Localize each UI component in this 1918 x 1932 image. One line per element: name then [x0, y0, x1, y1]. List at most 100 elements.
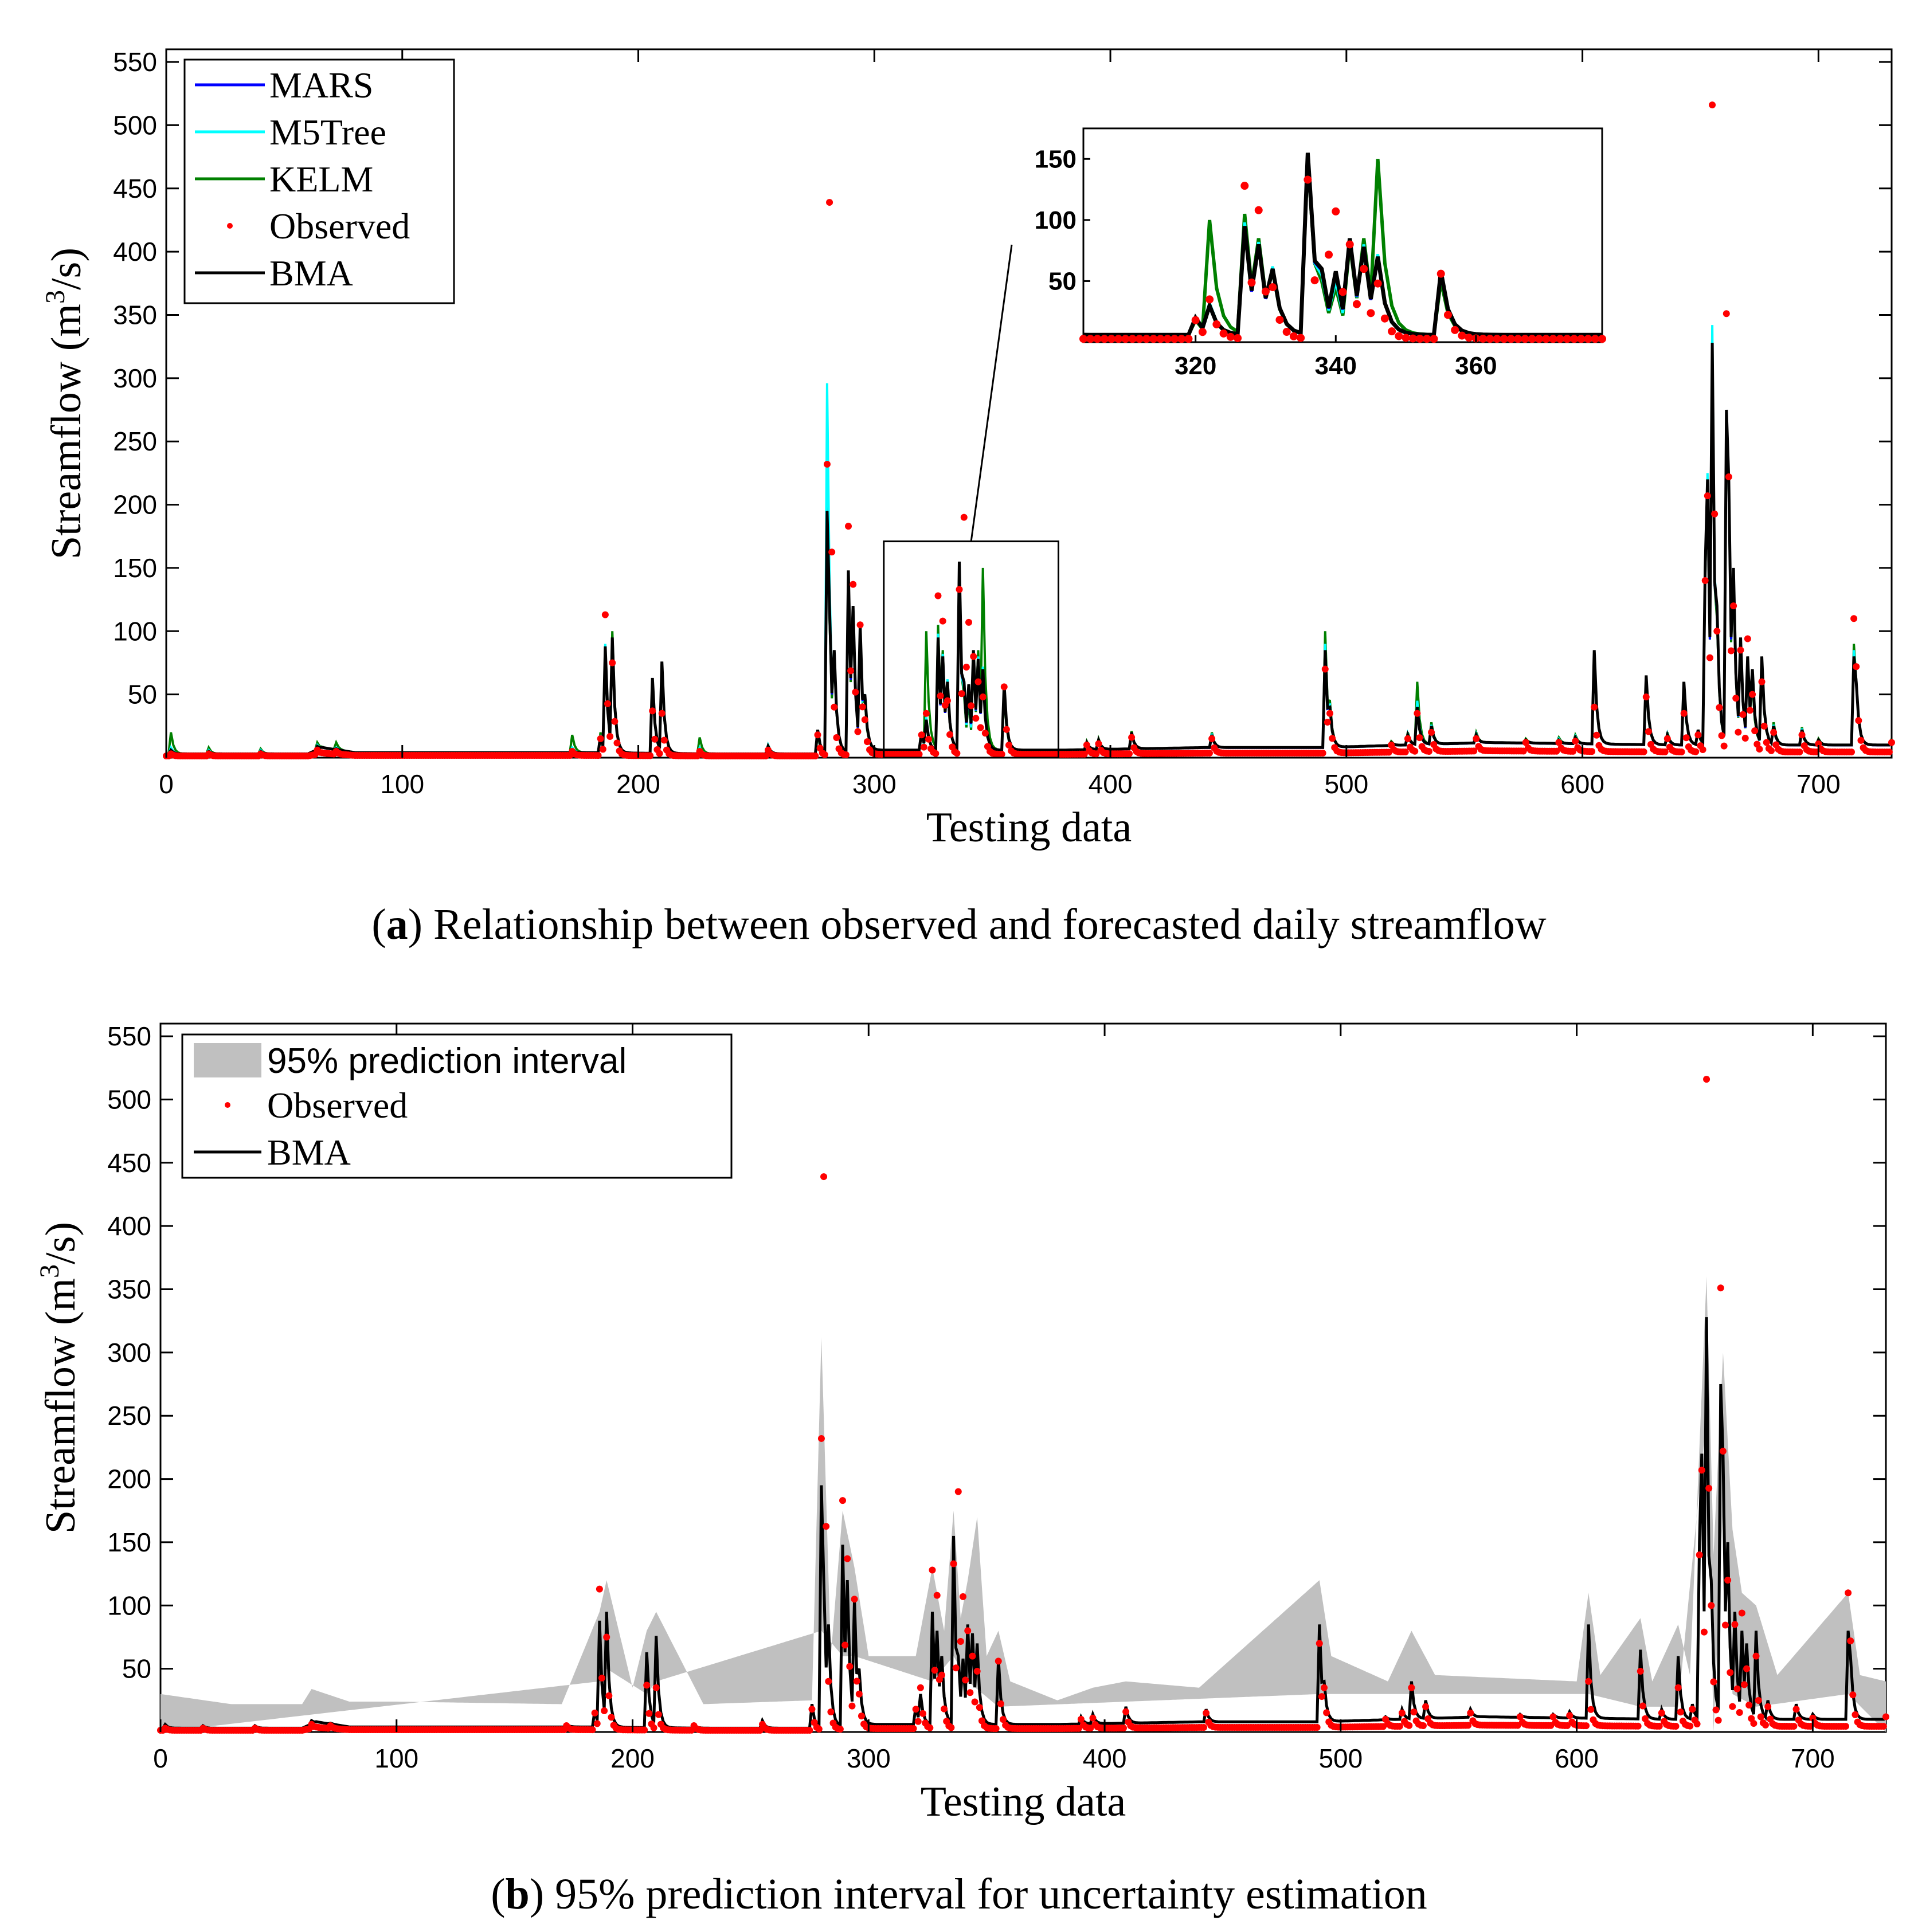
panel-b-xtick-label-500: 500 — [1318, 1743, 1363, 1773]
observed-point — [960, 514, 968, 521]
observed-point — [1319, 750, 1326, 757]
inset-observed-point — [1107, 335, 1115, 343]
observed-point-b — [848, 1702, 856, 1710]
observed-point — [1404, 735, 1411, 742]
observed-point — [1701, 577, 1709, 584]
panel-b-xtick-label-100: 100 — [374, 1743, 418, 1773]
observed-point-b — [605, 1692, 613, 1699]
observed-point — [1713, 628, 1721, 635]
panel-a-xtick-label-500: 500 — [1324, 769, 1368, 799]
panel-b-ytick-label-500: 500 — [107, 1084, 151, 1114]
observed-point-b — [806, 1727, 813, 1734]
panel-a-xtick-label-700: 700 — [1796, 769, 1841, 799]
observed-point — [1555, 739, 1563, 746]
inset-observed-point — [1240, 182, 1249, 190]
panel-b-ytick-label-250: 250 — [107, 1401, 151, 1431]
observed-point-b — [1710, 1678, 1717, 1686]
observed-point — [1428, 728, 1435, 736]
caption-b-text: 95% prediction interval for uncertainty … — [544, 1870, 1427, 1918]
observed-point-b — [1587, 1706, 1595, 1713]
legend-interval-label: 95% prediction interval — [267, 1041, 627, 1081]
observed-point — [1593, 731, 1600, 739]
panel-a-xtick-label-300: 300 — [852, 769, 897, 799]
observed-point-b — [1122, 1708, 1130, 1715]
observed-point-b — [1120, 1725, 1127, 1732]
observed-point — [1815, 740, 1822, 747]
panel-a-xlabel: Testing data — [926, 804, 1132, 851]
observed-point — [1083, 741, 1090, 748]
panel-b-ticks: 0 100 200 300 400 500 600 700 50 100 150 200 250 300 3… — [107, 1021, 1886, 1773]
observed-point — [599, 746, 606, 753]
inset-observed-point — [1360, 265, 1368, 273]
observed-point-b — [929, 1566, 936, 1574]
legend-observed-marker — [227, 223, 233, 229]
observed-point — [1853, 663, 1860, 671]
inset-observed-point — [1528, 335, 1536, 343]
observed-point-b — [820, 1173, 828, 1181]
inset-observed-point — [1408, 334, 1417, 343]
observed-point-b — [1467, 1709, 1474, 1717]
observed-point — [944, 697, 951, 704]
observed-point — [651, 735, 659, 743]
panel-b-xtick-label-300: 300 — [847, 1743, 891, 1773]
inset-observed-point — [1451, 326, 1459, 334]
observed-point — [1000, 683, 1008, 691]
observed-point — [856, 621, 864, 629]
observed-point — [937, 692, 944, 700]
observed-point — [1206, 750, 1213, 757]
observed-point — [606, 732, 614, 740]
panel-a-ylabel-main: Streamflow (m — [43, 304, 90, 559]
inset-observed-point — [1254, 206, 1263, 214]
observed-point-b — [1696, 1551, 1703, 1558]
observed-point-b — [1465, 1722, 1472, 1729]
observed-point-b — [858, 1712, 865, 1720]
observed-point-b — [1705, 1484, 1713, 1492]
observed-point — [1588, 748, 1596, 755]
observed-point-b — [1738, 1609, 1745, 1617]
observed-point — [1720, 742, 1728, 750]
observed-point-b — [964, 1627, 972, 1635]
observed-point-b — [1419, 1722, 1427, 1730]
observed-point — [1324, 719, 1331, 726]
observed-point — [1704, 492, 1711, 500]
observed-point — [660, 736, 668, 744]
inset-observed-point — [1100, 335, 1109, 343]
observed-point-b — [1655, 1722, 1663, 1730]
observed-point — [831, 703, 838, 711]
observed-point-b — [825, 1678, 832, 1685]
observed-point-b — [1323, 1709, 1330, 1717]
observed-point — [1760, 723, 1768, 730]
panel-b-xlabel: Testing data — [921, 1778, 1126, 1825]
inset-observed-point — [1507, 335, 1516, 343]
inset-observed-point — [1114, 335, 1123, 343]
observed-point-b — [914, 1718, 922, 1725]
observed-point — [1744, 635, 1751, 642]
observed-point — [1770, 728, 1778, 736]
inset-ytick-label-50: 50 — [1048, 267, 1077, 295]
observed-point-b — [601, 1707, 608, 1714]
observed-point — [854, 728, 862, 735]
observed-point-b — [1422, 1703, 1430, 1710]
observed-point — [1642, 693, 1650, 701]
observed-point — [847, 667, 855, 675]
panel-b-plot-area — [157, 1076, 1889, 1734]
observed-point — [1402, 748, 1409, 756]
observed-point-b — [1585, 1678, 1592, 1685]
panel-a-xtick-label-200: 200 — [616, 769, 660, 799]
observed-point-b — [1516, 1713, 1524, 1721]
caption-b-label: b — [506, 1870, 530, 1918]
observed-point-b — [655, 1711, 662, 1718]
observed-point-b — [851, 1596, 858, 1603]
observed-point-b — [815, 1725, 823, 1733]
observed-point — [609, 659, 616, 667]
panel-b-xtick-label-700: 700 — [1791, 1743, 1835, 1773]
inset-observed-point — [1086, 335, 1095, 343]
observed-point — [1522, 739, 1529, 746]
caption-a-text: Relationship between observed and foreca… — [422, 900, 1547, 949]
observed-point-b — [1316, 1640, 1323, 1647]
observed-point — [1569, 747, 1577, 755]
observed-point-b — [1852, 1711, 1859, 1718]
observed-point — [962, 663, 970, 671]
observed-point — [1414, 710, 1421, 717]
